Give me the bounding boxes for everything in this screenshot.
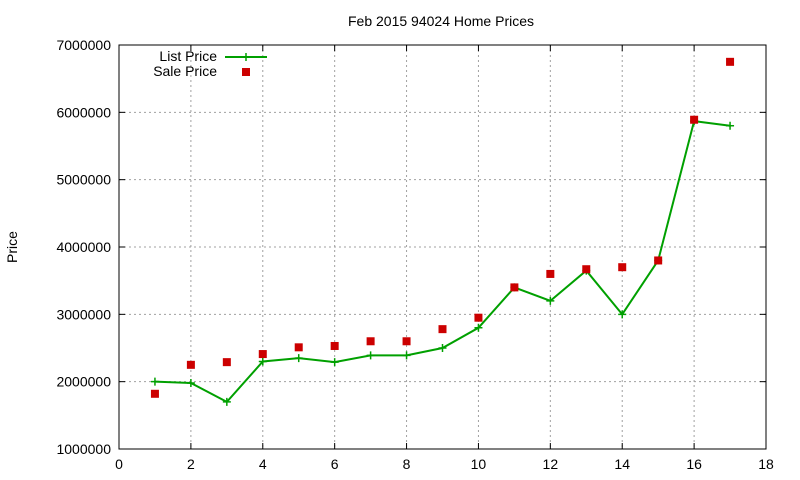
list-price-point	[726, 121, 735, 130]
legend-label-sale-price: Sale Price	[153, 63, 217, 79]
x-tick-label: 0	[115, 456, 123, 472]
sale-price-point	[402, 337, 411, 346]
y-tick-label: 4000000	[56, 239, 111, 255]
legend-marker-sale-price	[242, 68, 250, 76]
list-price-point	[294, 354, 303, 363]
y-tick-label: 7000000	[56, 37, 111, 53]
sale-price-point	[438, 325, 447, 334]
list-price-point	[618, 310, 627, 319]
x-tick-label: 4	[259, 456, 267, 472]
legend-label-list-price: List Price	[159, 48, 217, 64]
sale-price-point	[330, 341, 339, 350]
x-tick-label: 2	[187, 456, 195, 472]
plot-frame	[118, 44, 767, 450]
sale-price-point	[150, 389, 159, 398]
sale-price-point	[690, 115, 699, 124]
y-axis-label: Price	[4, 231, 20, 263]
x-tick-label: 16	[686, 456, 702, 472]
y-tick-label: 3000000	[56, 306, 111, 322]
list-price-point	[546, 296, 555, 305]
x-tick-label: 8	[403, 456, 411, 472]
list-price-point	[438, 344, 447, 352]
x-tick-label: 6	[331, 456, 339, 472]
grid	[119, 45, 766, 449]
sale-price-point	[582, 265, 591, 274]
list-price-point	[402, 351, 411, 360]
sale-price-point	[726, 57, 735, 66]
sale-price-point	[510, 283, 519, 292]
y-tick-label: 5000000	[56, 172, 111, 188]
x-tick-label: 14	[614, 456, 630, 472]
sale-price-point	[222, 358, 231, 367]
y-tick-label: 6000000	[56, 104, 111, 120]
sale-price-point	[258, 350, 267, 359]
list-price-point	[186, 379, 195, 388]
series-line-list-price	[154, 119, 731, 404]
x-tick-label: 12	[543, 456, 559, 472]
list-price-point	[474, 323, 483, 332]
y-tick-label: 1000000	[56, 441, 111, 457]
axis-ticks: 0 2 4 6 8 10 12 14 16 18 1000000 2000000 3000000 4000…	[56, 37, 774, 472]
y-tick-label: 2000000	[56, 374, 111, 390]
sale-price-point	[546, 269, 555, 278]
sale-price-point	[366, 337, 375, 346]
list-price-point	[258, 357, 267, 366]
x-tick-label: 18	[758, 456, 774, 472]
list-price-point	[366, 351, 375, 360]
list-price-point	[330, 358, 339, 367]
legend: List Price Sale Price	[153, 48, 267, 79]
x-tick-label: 10	[471, 456, 487, 472]
sale-price-point	[294, 343, 303, 352]
list-price-point	[222, 397, 231, 406]
sale-price-point	[186, 360, 195, 369]
sale-price-point	[474, 313, 483, 322]
legend-marker-list-price	[242, 53, 250, 61]
chart-title: Feb 2015 94024 Home Prices	[348, 13, 534, 29]
series	[150, 57, 735, 406]
list-price-point	[150, 377, 159, 386]
sale-price-point	[654, 256, 663, 265]
sale-price-point	[618, 263, 627, 272]
